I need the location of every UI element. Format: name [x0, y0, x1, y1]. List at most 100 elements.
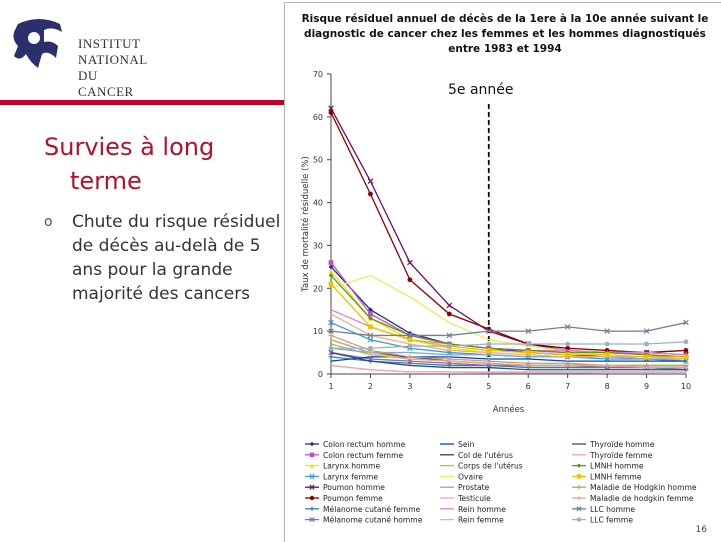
institut-national-du-cancer-logo: Institut National du Cancer: [4, 10, 154, 99]
series-line: [330, 313, 687, 360]
plus-marker: [328, 333, 334, 338]
series-line: [330, 321, 687, 337]
circle-marker: [407, 277, 413, 283]
legend-label: Corps de l'utérus: [458, 462, 523, 471]
dot-marker: [408, 357, 412, 361]
logo-line-1: Institut: [78, 36, 141, 51]
legend-label: Thyroïde homme: [589, 440, 655, 449]
square-marker: [565, 352, 571, 358]
legend-item: Larynx femme: [305, 472, 378, 481]
series-line: [330, 112, 687, 354]
series-17: [330, 364, 686, 373]
x-marker: [328, 328, 334, 334]
y-tick-label: 10: [313, 327, 323, 336]
series-15: [330, 313, 687, 360]
legend-item: Testicule: [440, 494, 491, 503]
diamond-marker: [309, 441, 315, 447]
series-21: [329, 338, 688, 369]
diamond-marker: [368, 307, 373, 313]
dot-marker: [566, 364, 570, 367]
x-marker: [643, 328, 650, 334]
series-16: [330, 351, 686, 371]
diamond-marker: [576, 463, 582, 468]
x-tick-label: 8: [605, 382, 610, 391]
legend-label: Testicule: [457, 494, 491, 503]
legend-label: Rein femme: [458, 516, 504, 525]
x-marker: [604, 328, 610, 334]
circle-marker: [644, 341, 649, 347]
chart-title: Risque résiduel annuel de décès de la 1e…: [301, 13, 709, 55]
page-number: 16: [695, 525, 707, 535]
circle-marker: [683, 348, 689, 353]
legend-item: Rein homme: [440, 505, 506, 514]
legend-label: Rein homme: [458, 505, 506, 514]
logo-line-2: National: [78, 52, 148, 67]
circle-marker: [368, 345, 373, 351]
x-tick-label: 2: [368, 382, 373, 391]
x-axis-label: Années: [493, 404, 525, 415]
dot-marker: [684, 366, 688, 369]
series-line: [330, 364, 686, 373]
legend-item: Rein femme: [440, 516, 504, 525]
square-marker: [683, 354, 689, 360]
series-4: [328, 105, 689, 358]
series-line: [330, 339, 686, 369]
legend-label: Colon rectum femme: [323, 451, 403, 460]
x-marker: [683, 319, 689, 326]
legend-label: Maladie de Hodgkin homme: [590, 483, 697, 492]
circle-marker: [407, 343, 413, 349]
x-marker: [367, 178, 374, 184]
dot-marker: [329, 338, 333, 342]
dot-marker: [487, 361, 491, 365]
legend-item: Maladie de Hodgkin homme: [572, 483, 697, 492]
legend-item: Mélanome cutané femme: [305, 505, 421, 514]
x-tick-label: 3: [407, 382, 412, 391]
x-marker: [576, 506, 582, 512]
square-marker: [368, 324, 373, 330]
y-tick-label: 60: [313, 113, 323, 122]
circle-marker: [486, 341, 492, 347]
x-marker: [446, 302, 453, 309]
bullet-marker: o: [44, 214, 53, 230]
legend-label: Larynx homme: [323, 462, 380, 471]
legend-label: LLC homme: [590, 505, 635, 514]
dot-marker: [605, 364, 609, 367]
slide-title-line-2: terme: [70, 167, 142, 195]
plus-marker: [576, 485, 582, 490]
legend-label: LMNH homme: [590, 462, 644, 471]
slide-title: Survies à long terme: [44, 130, 284, 198]
x-marker: [309, 473, 315, 480]
logo-wordmark: Institut National du Cancer: [78, 36, 154, 100]
series-5: [328, 110, 689, 355]
legend-label: Ovaire: [458, 472, 483, 481]
chart-frame: [284, 2, 721, 542]
circle-marker: [446, 343, 452, 349]
y-tick-label: 70: [313, 70, 323, 79]
square-marker: [368, 311, 373, 317]
square-marker: [486, 348, 492, 353]
square-marker: [576, 474, 582, 479]
square-marker: [604, 352, 610, 358]
y-tick-label: 0: [318, 370, 323, 379]
x-tick-label: 10: [681, 382, 691, 391]
series-line: [330, 347, 686, 360]
series-line: [330, 351, 686, 369]
legend-label: Maladie de hodgkin femme: [590, 494, 694, 503]
series-line: [330, 270, 686, 360]
triangle-marker: [328, 268, 334, 274]
legend-label: LLC femme: [590, 516, 633, 525]
legend-item: Colon rectum femme: [305, 451, 403, 460]
y-axis-label: Taux de mortalité résiduelle (%): [300, 156, 311, 293]
series-23: [328, 339, 689, 351]
legend-item: Thyroïde homme: [572, 440, 655, 449]
x-marker: [367, 332, 374, 339]
series-line: [330, 283, 686, 358]
x-marker: [328, 349, 334, 356]
x-tick-label: 6: [526, 382, 531, 391]
triangle-marker: [309, 463, 315, 468]
legend-label: Poumon homme: [323, 483, 385, 492]
x-marker: [328, 319, 334, 326]
legend-item: Prostate: [440, 483, 490, 492]
